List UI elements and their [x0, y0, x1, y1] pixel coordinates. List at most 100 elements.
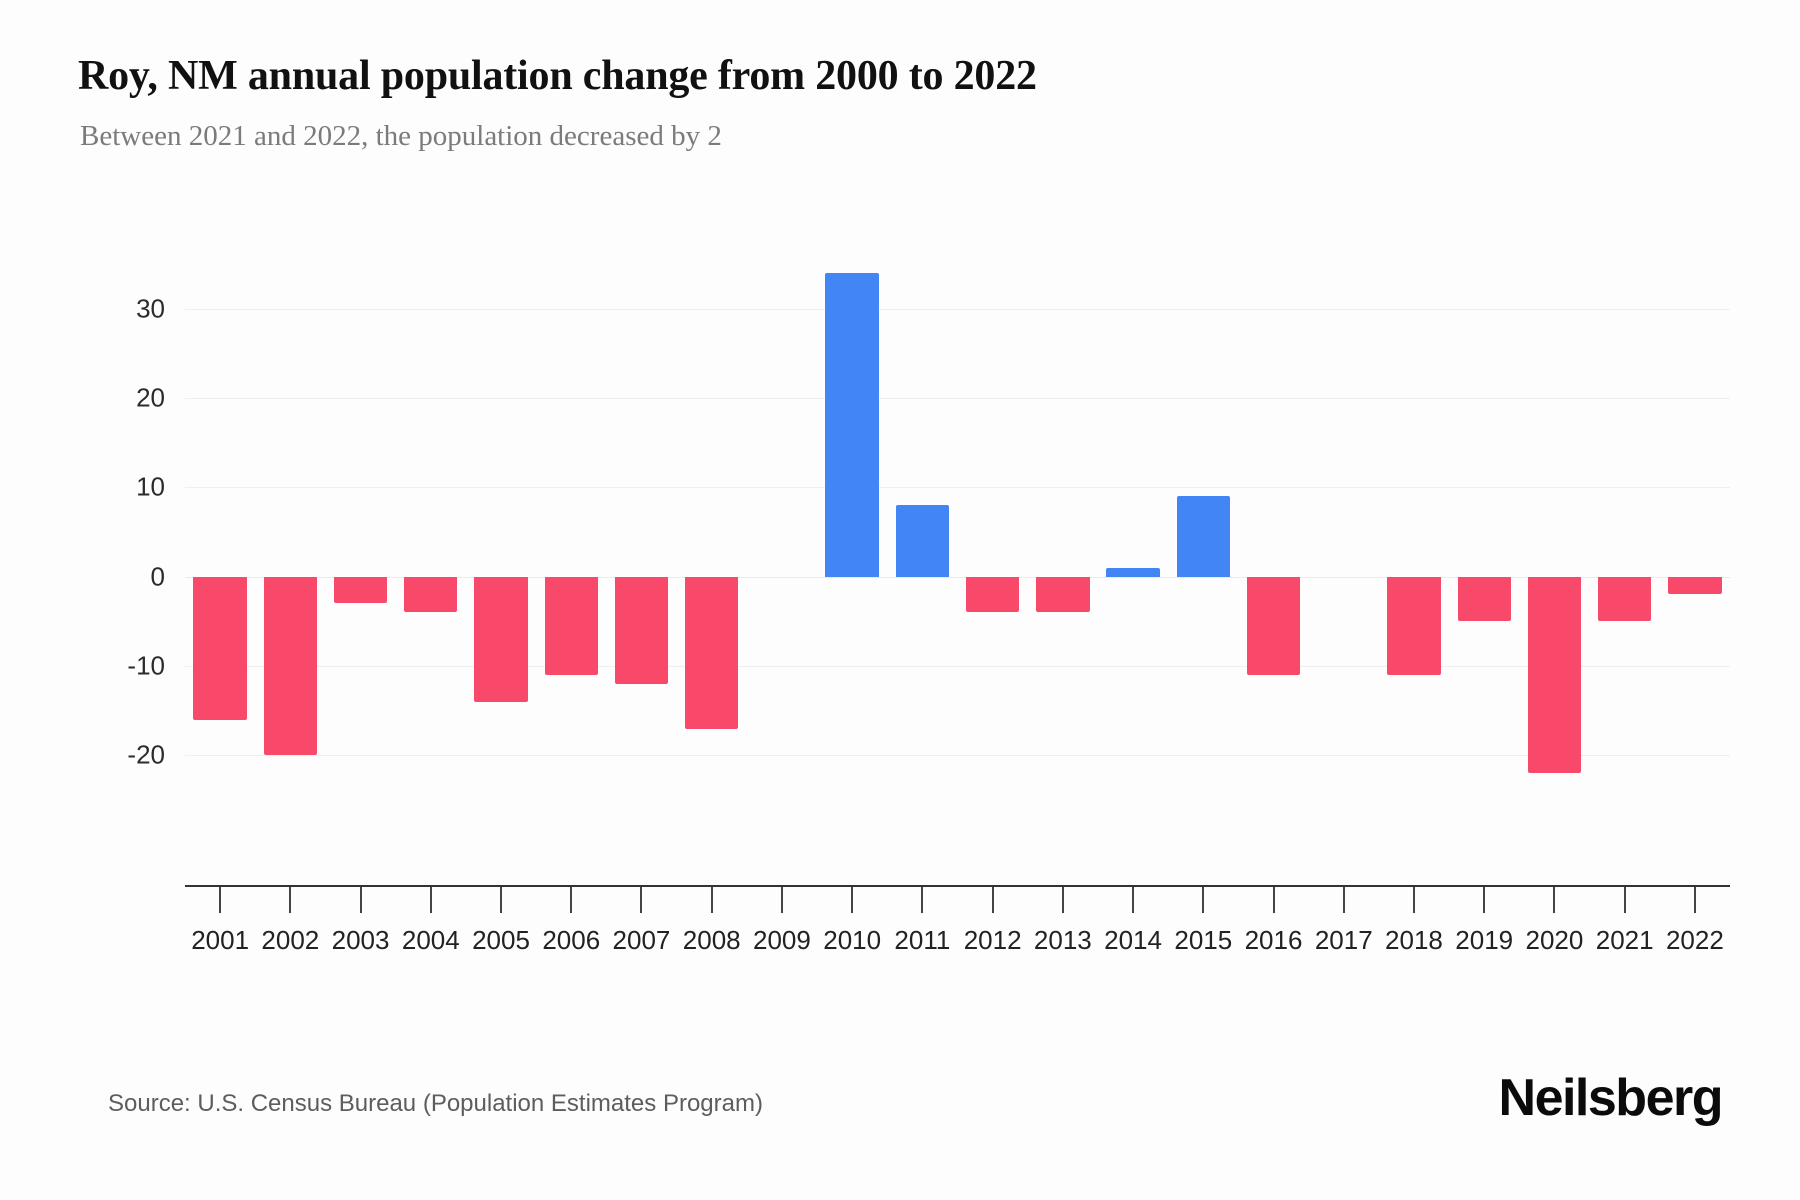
brand-logo: Neilsberg — [1498, 1069, 1724, 1127]
x-tick — [570, 887, 573, 913]
bar-2019[interactable] — [1457, 576, 1511, 622]
bar-slot — [185, 255, 255, 800]
bar-2006[interactable] — [544, 576, 598, 675]
x-tick-label-2006: 2006 — [542, 925, 601, 955]
y-tick-label: -10 — [127, 650, 165, 681]
x-tick — [289, 887, 292, 913]
y-tick-label: -20 — [127, 739, 165, 770]
y-tick-label: 30 — [136, 293, 165, 324]
x-tick-label-2016: 2016 — [1244, 925, 1303, 955]
bar-2004[interactable] — [404, 576, 458, 613]
x-tick-label-2015: 2015 — [1174, 925, 1233, 955]
x-tick-label-2003: 2003 — [331, 925, 390, 955]
x-tick — [359, 887, 362, 913]
source-note: Source: U.S. Census Bureau (Population E… — [108, 1090, 763, 1117]
x-tick-label-2004: 2004 — [401, 925, 460, 955]
bar-slot — [677, 255, 747, 800]
gridline-10 — [185, 487, 1730, 489]
bar-slot — [325, 255, 395, 800]
x-axis-line — [185, 885, 1730, 887]
x-tick — [1412, 887, 1415, 913]
bar-2005[interactable] — [474, 576, 528, 702]
gridline--20 — [185, 755, 1730, 757]
bar-slot — [1379, 255, 1449, 800]
bar-2008[interactable] — [685, 576, 739, 729]
x-tick — [1342, 887, 1345, 913]
x-tick — [1623, 887, 1626, 913]
bar-slot — [1519, 255, 1589, 800]
bar-slot — [887, 255, 957, 800]
bar-slot — [466, 255, 536, 800]
x-tick — [710, 887, 713, 913]
bar-2014[interactable] — [1106, 567, 1160, 577]
x-tick — [991, 887, 994, 913]
x-tick — [500, 887, 503, 913]
plot-area — [185, 255, 1730, 800]
y-tick-label: 0 — [150, 561, 165, 592]
bar-slot — [536, 255, 606, 800]
x-tick-label-2014: 2014 — [1104, 925, 1162, 955]
bar-slot — [747, 255, 817, 800]
x-tick-label-2010: 2010 — [823, 925, 882, 955]
x-tick-label-2022: 2022 — [1665, 925, 1724, 955]
x-tick-label-2009: 2009 — [753, 925, 811, 955]
bar-slot — [1028, 255, 1098, 800]
x-tick — [429, 887, 432, 913]
bar-slot — [396, 255, 466, 800]
bar-slot — [255, 255, 325, 800]
bar-2010[interactable] — [825, 272, 879, 577]
x-tick-label-2019: 2019 — [1455, 925, 1514, 955]
bar-2015[interactable] — [1176, 496, 1230, 577]
x-tick — [219, 887, 222, 913]
bar-2012[interactable] — [965, 576, 1020, 613]
gridline-0 — [185, 576, 1730, 578]
bar-2021[interactable] — [1597, 576, 1652, 622]
x-tick-label-2002: 2002 — [261, 925, 320, 955]
bar-slot — [1168, 255, 1238, 800]
x-tick-label-2008: 2008 — [682, 925, 741, 955]
bar-2013[interactable] — [1036, 576, 1090, 613]
bar-slot — [1238, 255, 1308, 800]
y-tick-label: 20 — [136, 382, 165, 413]
x-tick-label-2012: 2012 — [963, 925, 1022, 955]
bar-slot — [606, 255, 676, 800]
x-tick — [1061, 887, 1064, 913]
x-tick-label-2013: 2013 — [1033, 925, 1092, 955]
x-tick — [851, 887, 854, 913]
x-tick-label-2021: 2021 — [1595, 925, 1654, 955]
x-tick — [921, 887, 924, 913]
bar-2016[interactable] — [1246, 576, 1301, 675]
bar-2020[interactable] — [1527, 576, 1582, 774]
gridline--10 — [185, 665, 1730, 667]
bar-slot — [1309, 255, 1379, 800]
bar-2011[interactable] — [895, 505, 950, 577]
bar-slot — [958, 255, 1028, 800]
bar-2022[interactable] — [1668, 576, 1722, 595]
gridline-30 — [185, 308, 1730, 310]
bar-slot — [1660, 255, 1730, 800]
y-tick-label: 10 — [136, 471, 165, 502]
page-title: Roy, NM annual population change from 20… — [78, 53, 1037, 99]
x-tick — [1132, 887, 1135, 913]
bar-slot — [1098, 255, 1168, 800]
x-tick — [640, 887, 643, 913]
gridline-20 — [185, 397, 1730, 399]
x-tick-label-2020: 2020 — [1525, 925, 1584, 955]
bar-series — [185, 255, 1730, 800]
x-tick — [1202, 887, 1205, 913]
bar-2018[interactable] — [1387, 576, 1441, 675]
x-tick — [1693, 887, 1696, 913]
bar-2001[interactable] — [193, 576, 247, 720]
x-tick-label-2007: 2007 — [612, 925, 671, 955]
page-subtitle: Between 2021 and 2022, the population de… — [80, 120, 722, 152]
x-tick-label-2017: 2017 — [1314, 925, 1373, 955]
bar-2002[interactable] — [263, 576, 317, 756]
x-tick-label-2005: 2005 — [472, 925, 530, 955]
bar-2007[interactable] — [614, 576, 669, 684]
x-tick — [1483, 887, 1486, 913]
x-tick-label-2001: 2001 — [191, 925, 250, 955]
x-tick — [1272, 887, 1275, 913]
x-tick — [780, 887, 783, 913]
bar-2003[interactable] — [333, 576, 388, 604]
